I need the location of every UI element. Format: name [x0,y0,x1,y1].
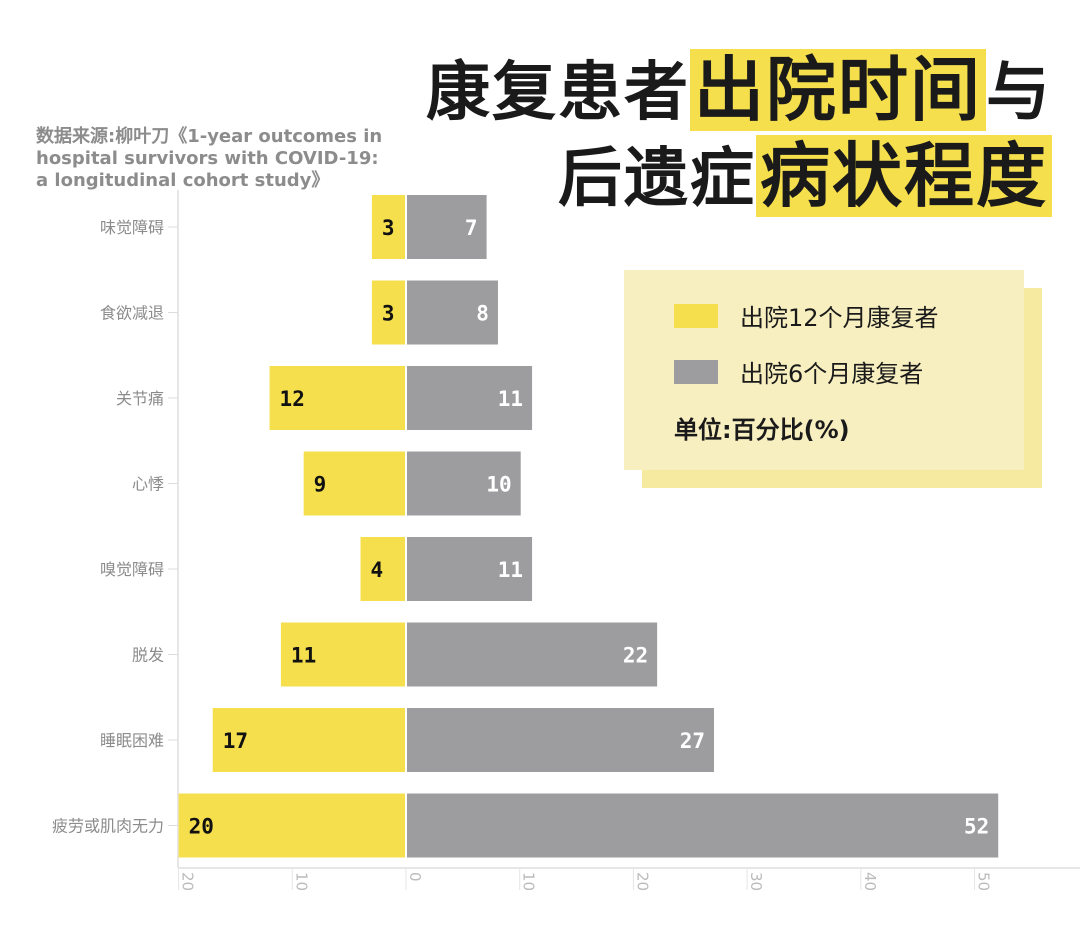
data-label-6-month: 52 [964,815,989,839]
category-label: 脱发 [132,646,164,665]
bar-6-month [407,622,658,687]
title-text: 与 [986,56,1052,130]
legend-label: 出院6个月康复者 [740,360,924,388]
bar-6-month [407,537,533,601]
data-label-6-month: 7 [465,216,478,240]
data-label-12-month: 17 [223,729,248,753]
category-label: 睡眠困难 [100,731,164,750]
legend-label: 出院12个月康复者 [740,304,939,332]
title-highlight: 出院时间 [690,49,986,131]
x-tick-label: 20 [633,872,651,891]
data-label-6-month: 27 [680,729,705,753]
bar-6-month [407,793,999,858]
bar-6-month [407,451,521,516]
data-label-12-month: 12 [280,387,305,411]
category-label: 食欲减退 [100,304,164,323]
data-label-6-month: 11 [498,558,523,582]
legend-swatch [674,303,718,328]
x-tick-label: 20 [179,872,197,891]
source-note: 数据来源:柳叶刀《1-year outcomes in hospital sur… [36,126,383,191]
x-tick-label: 10 [292,872,310,891]
data-label-6-month: 11 [498,387,523,411]
data-label-12-month: 20 [189,815,214,839]
legend-item-6m: 出院6个月康复者 [674,354,923,389]
title-text: 后遗症 [558,142,756,216]
title-highlight: 病状程度 [756,135,1052,217]
bar-6-month [407,195,487,259]
legend: 出院12个月康复者 出院6个月康复者 单位:百分比(%) [624,270,1024,470]
unit-label: 单位:百分比(%) [674,416,850,444]
bar-12-month [303,451,405,516]
category-label: 疲劳或肌肉无力 [52,817,164,836]
legend-item-12m: 出院12个月康复者 [674,298,939,333]
data-label-6-month: 22 [623,644,648,668]
data-label-12-month: 4 [371,558,384,582]
bar-6-month [407,280,498,345]
x-tick-label: 40 [861,872,879,891]
bar-6-month [407,708,714,772]
bar-6-month [407,366,533,430]
category-label: 嗅觉障碍 [100,560,164,579]
bar-12-month [269,366,405,430]
legend-swatch [674,359,718,384]
x-tick-label: 10 [520,872,538,891]
title-text: 康复患者 [426,56,690,130]
data-label-12-month: 11 [291,644,316,668]
category-label: 关节痛 [116,389,164,408]
bar-12-month [360,537,405,601]
data-label-12-month: 9 [314,473,327,497]
bar-12-month [371,195,405,259]
title-line-1: 康复患者出院时间与 [426,34,1052,135]
legend-unit: 单位:百分比(%) [674,410,850,445]
data-label-6-month: 8 [476,302,489,326]
x-tick-label: 50 [975,872,993,891]
title-line-2: 后遗症病状程度 [558,120,1052,221]
data-label-12-month: 3 [382,216,395,240]
category-label: 味觉障碍 [100,218,164,237]
bar-12-month [212,708,405,772]
category-label: 心悸 [132,475,164,494]
data-label-12-month: 3 [382,302,395,326]
x-tick-label: 0 [406,872,424,882]
data-label-6-month: 10 [486,473,511,497]
bar-12-month [371,280,405,345]
bar-12-month [178,793,405,858]
bar-12-month [280,622,405,687]
x-tick-label: 30 [747,872,765,891]
